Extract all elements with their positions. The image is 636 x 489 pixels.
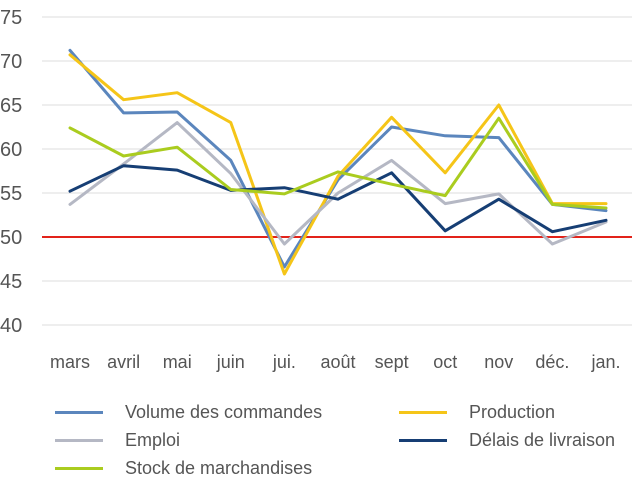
x-tick-label-aout: août (320, 352, 355, 372)
series-line-production (68, 53, 608, 276)
y-tick-label-55: 55 (0, 183, 22, 205)
x-tick-label-juin: juin (216, 352, 245, 372)
y-axis: 40 45 50 55 60 65 70 75 (0, 7, 22, 337)
series-line-volume-des-commandes (68, 48, 608, 269)
x-tick-label-oct: oct (433, 352, 457, 372)
y-tick-label-40: 40 (0, 315, 22, 337)
x-tick-label-avril: avril (107, 352, 140, 372)
y-tick-label-70: 70 (0, 51, 22, 73)
x-tick-label-dec: déc. (535, 352, 569, 372)
y-tick-label-50: 50 (0, 227, 22, 249)
y-tick-label-75: 75 (0, 7, 22, 29)
x-tick-label-jui: jui. (272, 352, 296, 372)
x-tick-label-mai: mai (163, 352, 192, 372)
x-tick-label-jan: jan. (590, 352, 620, 372)
series-line-delais-de-livraison (68, 164, 608, 234)
series-line-stock-de-marchandises (68, 116, 608, 210)
x-tick-label-sept: sept (375, 352, 409, 372)
series-line-emploi (68, 121, 608, 246)
series-lines (68, 48, 608, 276)
x-tick-label-mars: mars (50, 352, 90, 372)
y-tick-label-65: 65 (0, 95, 22, 117)
x-tick-label-nov: nov (484, 352, 513, 372)
x-axis: mars avril mai juin jui. août sept oct nov déc. ja… (50, 352, 621, 372)
y-tick-label-45: 45 (0, 271, 22, 293)
y-tick-label-60: 60 (0, 139, 22, 161)
